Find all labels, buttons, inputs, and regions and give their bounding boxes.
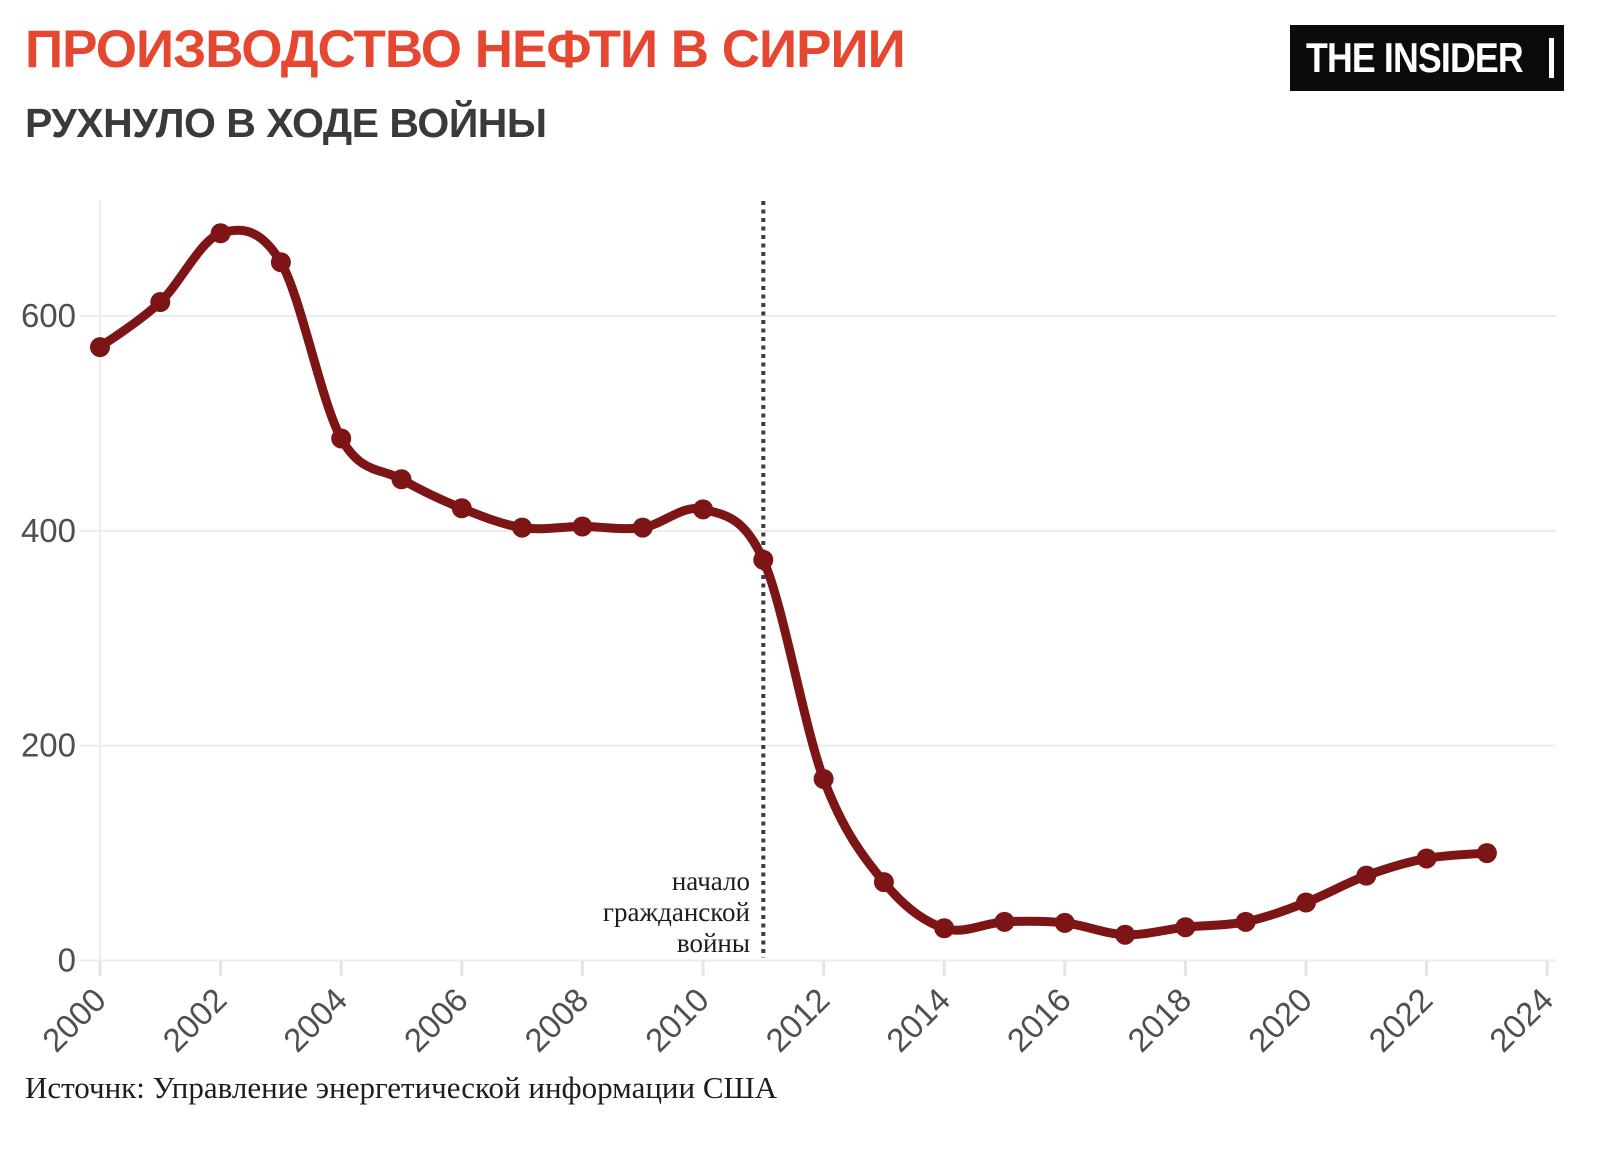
- x-tick-label: 2004: [276, 981, 354, 1059]
- annotation-line-1: начало: [672, 866, 750, 896]
- x-tick-label: 2000: [35, 981, 113, 1059]
- logo-cursor-bar: [1549, 38, 1554, 78]
- x-tick-label: 2024: [1482, 981, 1560, 1059]
- x-tick-label: 2020: [1241, 981, 1319, 1059]
- data-point: [1476, 843, 1497, 864]
- x-tick-label: 2008: [517, 981, 595, 1059]
- data-point: [1416, 848, 1437, 869]
- logo-text: THE INSIDER: [1306, 34, 1524, 81]
- data-point: [1175, 917, 1196, 938]
- data-point: [572, 516, 593, 537]
- data-point: [632, 517, 653, 538]
- data-point: [934, 918, 955, 939]
- x-tick-label: 2006: [397, 981, 475, 1059]
- y-tick-label: 600: [21, 297, 76, 334]
- data-point: [813, 768, 834, 789]
- data-point: [753, 549, 774, 570]
- x-tick-label: 2014: [879, 981, 957, 1059]
- data-point: [90, 337, 110, 358]
- series-layer: [90, 223, 1497, 945]
- page-subtitle: РУХНУЛО В ХОДЕ ВОЙНЫ: [25, 100, 547, 146]
- the-insider-logo: THE INSIDER: [1290, 25, 1564, 91]
- y-tick-label: 0: [58, 942, 76, 979]
- data-point: [210, 223, 231, 244]
- data-point: [693, 499, 713, 520]
- data-point: [1356, 865, 1377, 886]
- x-tick-label: 2012: [758, 981, 836, 1059]
- x-tick-label: 2016: [1000, 981, 1078, 1059]
- data-point: [391, 469, 412, 490]
- civil-war-annotation: начало гражданской войны: [603, 866, 750, 958]
- page-title: ПРОИЗВОДСТВО НЕФТИ В СИРИИ: [25, 20, 906, 79]
- data-point: [1296, 892, 1316, 913]
- data-point: [1235, 911, 1256, 932]
- data-point: [1054, 912, 1075, 933]
- data-line: [95, 225, 1492, 940]
- y-tick-label: 400: [21, 512, 76, 549]
- grid-layer: 0 200 400 600 2000 2002 2004 2006 2008 2010 2012 20…: [21, 200, 1560, 1059]
- y-tick-label: 200: [21, 727, 76, 764]
- data-point: [150, 292, 171, 313]
- data-point: [994, 911, 1015, 932]
- x-tick-label: 2018: [1120, 981, 1198, 1059]
- annotation-line-2: гражданской: [603, 897, 750, 927]
- data-point: [873, 872, 894, 893]
- data-point: [512, 517, 533, 538]
- data-point: [331, 428, 352, 449]
- x-tick-label: 2010: [638, 981, 716, 1059]
- data-point: [451, 498, 472, 519]
- data-point: [1115, 924, 1136, 945]
- source-note: Источнк: Управление энергетической инфор…: [25, 1070, 778, 1105]
- data-point: [270, 252, 291, 273]
- x-tick-label: 2022: [1361, 981, 1439, 1059]
- x-tick-label: 2002: [155, 981, 233, 1059]
- annotation-line-3: войны: [677, 928, 750, 958]
